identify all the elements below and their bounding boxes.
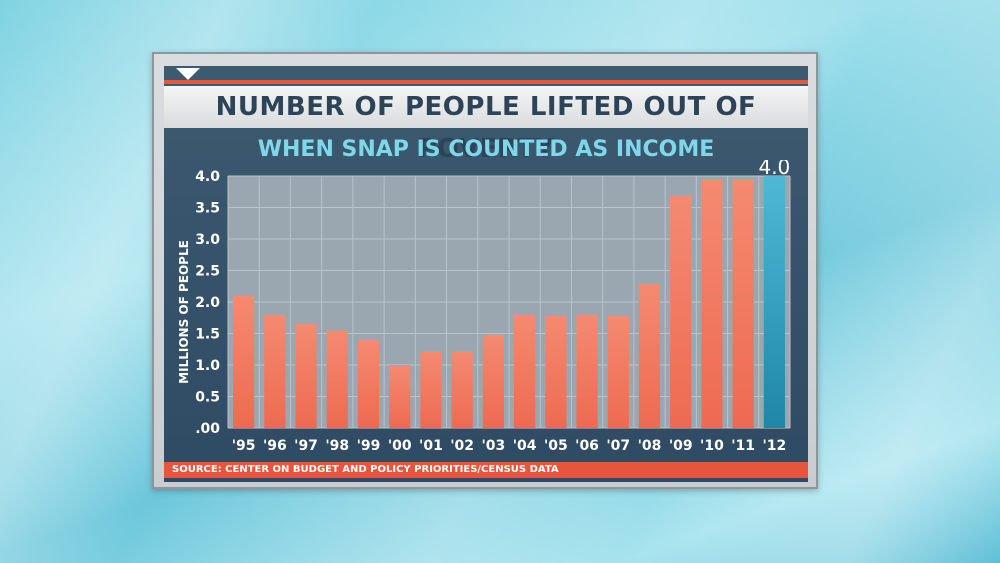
x-tick-label: '95 (232, 438, 256, 454)
chart-subtitle: WHEN SNAP IS COUNTED AS INCOME (257, 137, 715, 162)
x-tick-label: '99 (357, 438, 381, 454)
chart-title: NUMBER OF PEOPLE LIFTED OUT OF POVERTY (215, 92, 757, 164)
bar (389, 365, 411, 428)
bar (451, 351, 473, 428)
x-tick-label: '12 (762, 438, 786, 454)
bar (607, 315, 629, 428)
y-tick-label: 2.0 (195, 295, 220, 311)
highlight-value-label: 4.0 (758, 160, 790, 179)
bar-chart: .00 0.5 1.0 1.5 2.0 2.5 3.0 3.5 4.0 '95 '96 '97 '98 '… (177, 160, 791, 454)
x-tick-label: '96 (263, 438, 287, 454)
title-band (164, 86, 808, 128)
x-tick-label: '97 (294, 438, 318, 454)
y-tick-label: 0.5 (195, 390, 220, 406)
bar (513, 314, 536, 428)
top-accent-rule (164, 80, 808, 84)
bar (295, 324, 317, 428)
bar-highlight (763, 176, 786, 428)
x-tick-label: '05 (544, 438, 568, 454)
y-axis-title: MILLIONS OF PEOPLE (177, 240, 191, 384)
pointer-icon (176, 68, 200, 80)
source-bar (164, 462, 808, 478)
x-tick-label: '04 (513, 438, 537, 454)
bar (701, 179, 723, 428)
y-tick-label: 2.5 (195, 264, 220, 280)
x-tick-label: '03 (481, 438, 505, 454)
x-tick-label: '08 (638, 438, 662, 454)
source-text: SOURCE: CENTER ON BUDGET AND POLICY PRIO… (172, 464, 559, 475)
bar (732, 179, 754, 428)
bar (482, 334, 505, 428)
bar (264, 314, 286, 428)
bar (638, 283, 661, 428)
x-tick-label: '10 (700, 438, 724, 454)
y-tick-label: 1.0 (195, 358, 220, 374)
bar (326, 330, 348, 428)
x-tick-label: '02 (450, 438, 474, 454)
x-tick-label: '09 (669, 438, 693, 454)
y-tick-label: .00 (195, 421, 220, 437)
x-tick-label: '11 (731, 438, 755, 454)
y-tick-label: 4.0 (195, 169, 220, 185)
bar (420, 351, 442, 428)
y-tick-label: 3.0 (195, 232, 220, 248)
x-tick-label: '98 (325, 438, 349, 454)
y-tick-label: 1.5 (195, 327, 220, 343)
bar (232, 295, 255, 428)
bar (576, 314, 598, 428)
bar (545, 315, 567, 428)
bar (670, 194, 692, 428)
x-tick-label: '00 (388, 438, 412, 454)
x-tick-label: '07 (606, 438, 630, 454)
bar (357, 339, 380, 428)
x-tick-label: '01 (419, 438, 443, 454)
y-tick-label: 3.5 (195, 201, 220, 217)
x-tick-label: '06 (575, 438, 599, 454)
